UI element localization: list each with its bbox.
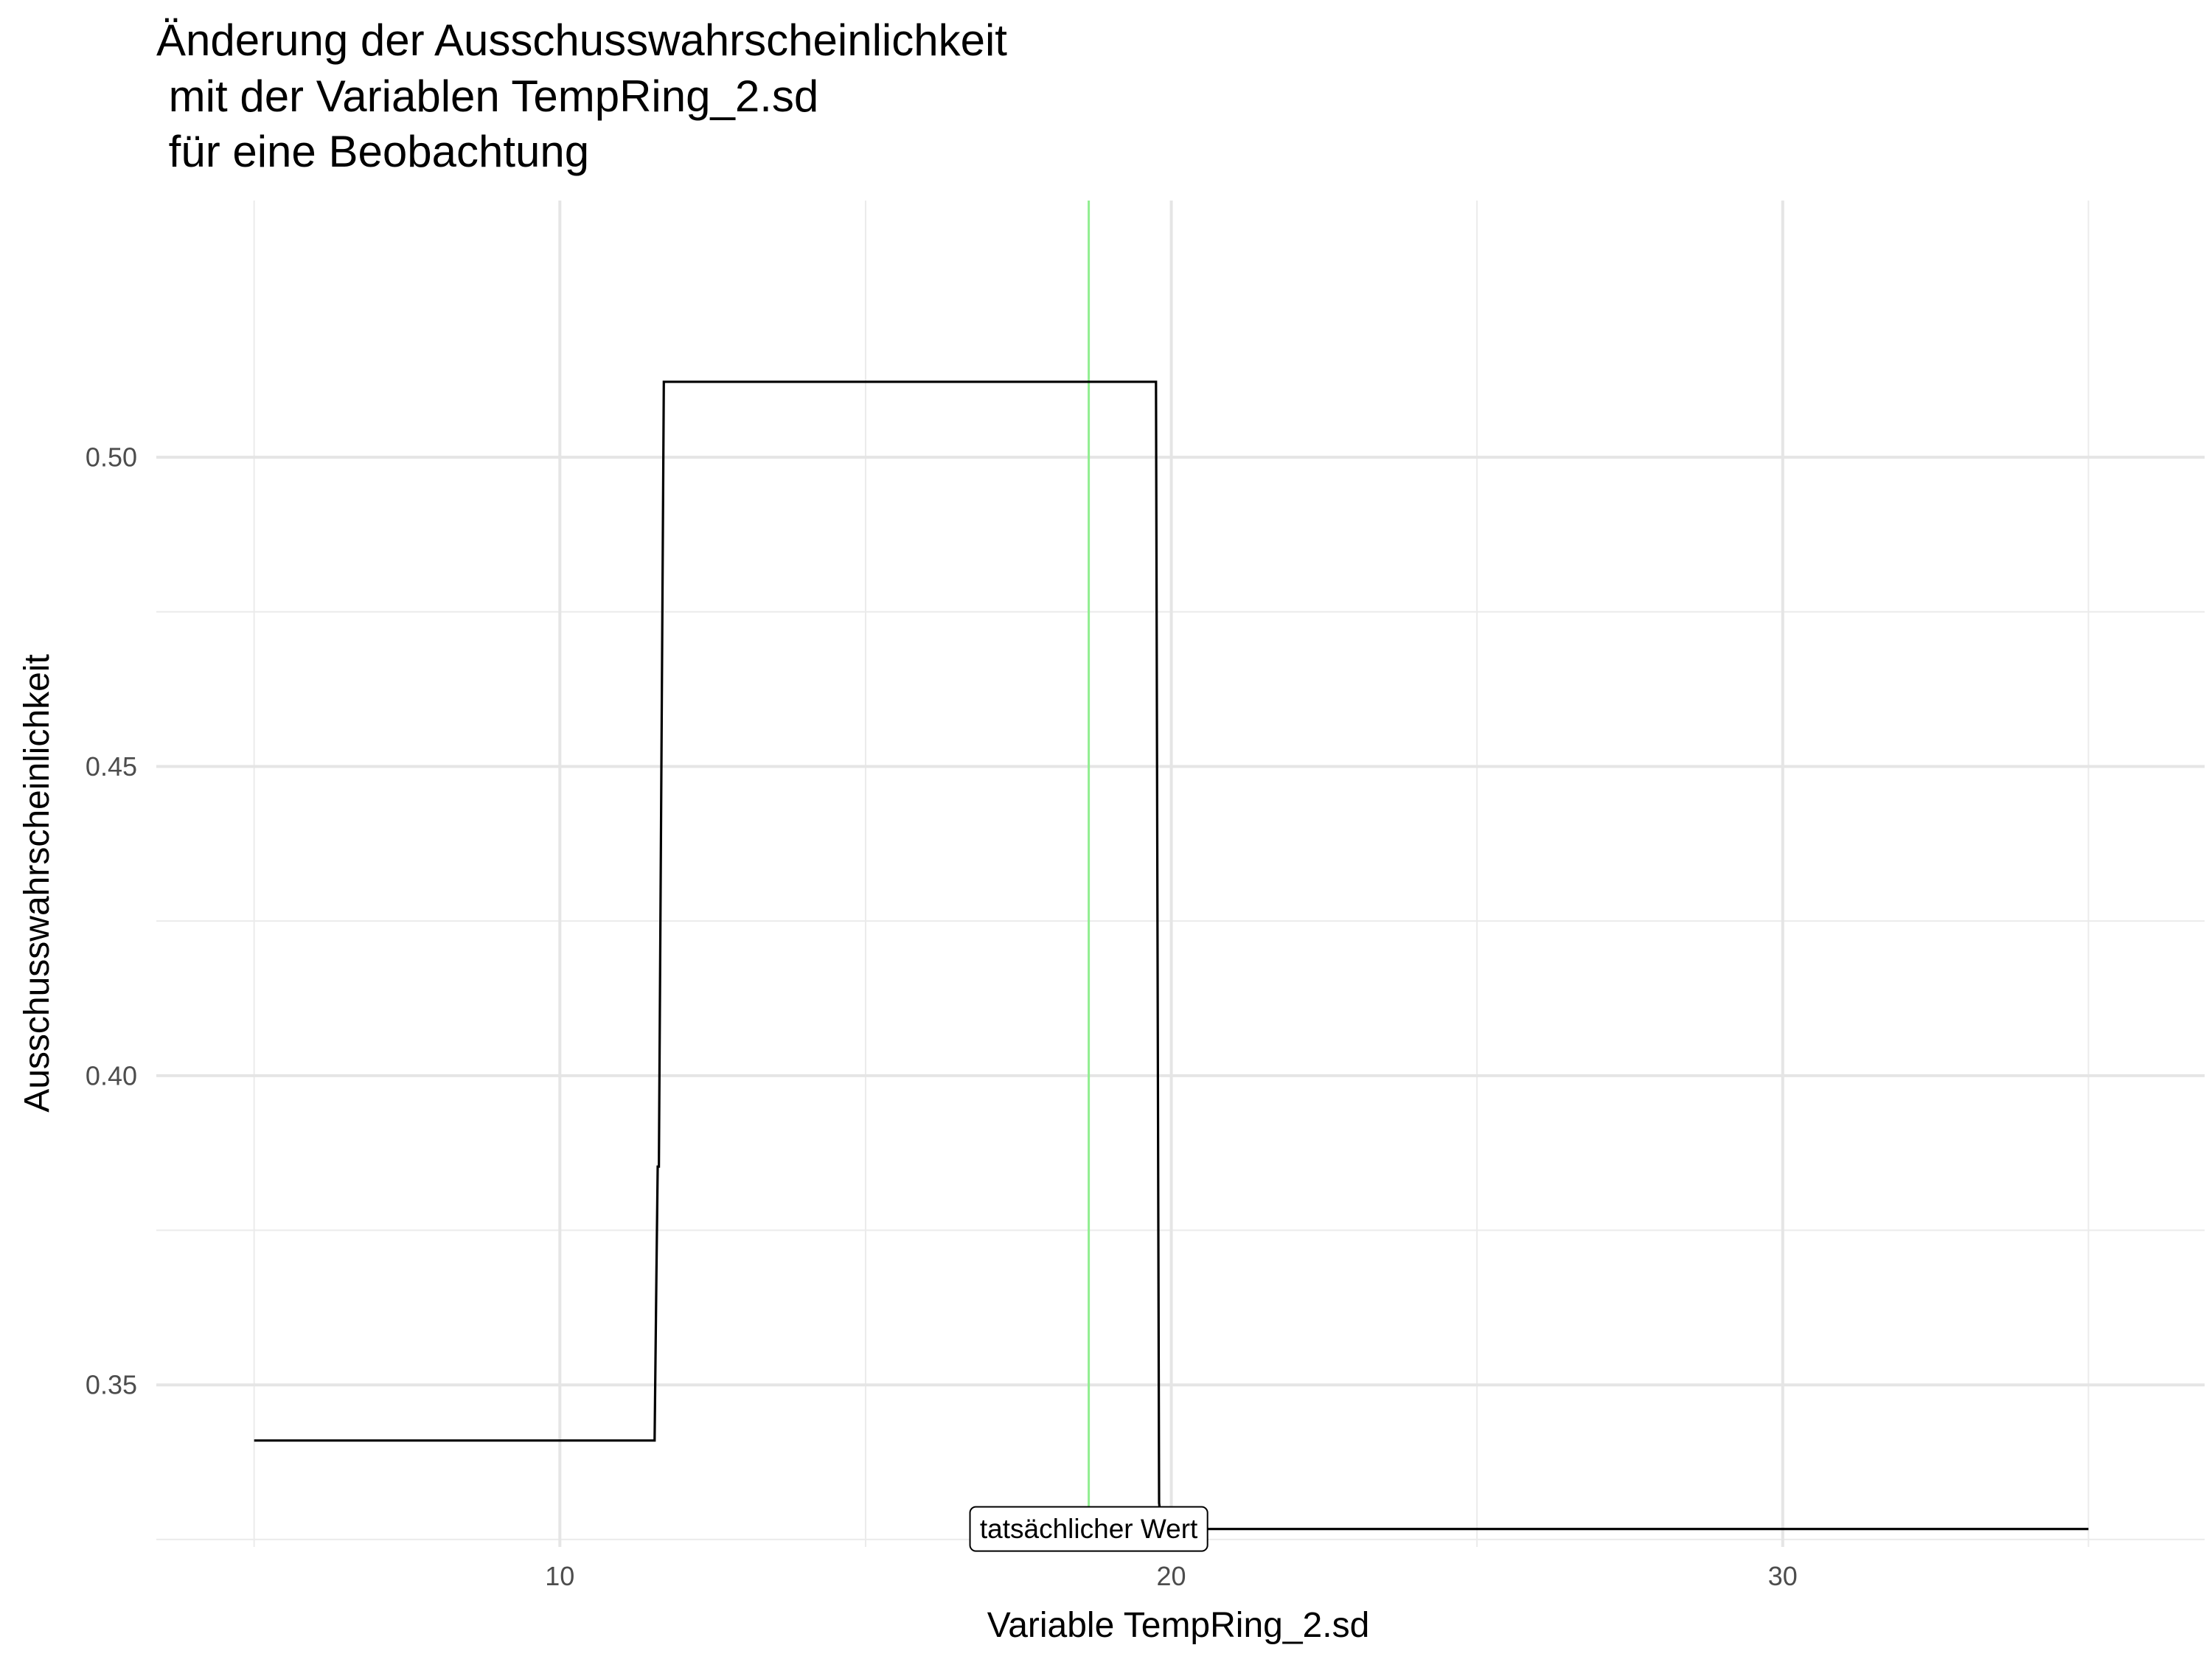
annotation: tatsächlicher Wert [969,1506,1208,1552]
title-line-3: für eine Beobachtung [156,127,589,176]
y-tick-label: 0.50 [86,442,137,473]
y-tick-label: 0.45 [86,751,137,782]
annotation-box [969,1506,1208,1552]
title-line-1: Änderung der Ausschusswahrscheinlichkeit [156,15,1007,65]
x-tick-label: 20 [1157,1561,1186,1591]
x-axis-title: Variable TempRing_2.sd [987,1606,1370,1645]
y-tick-label: 0.35 [86,1370,137,1400]
y-axis-ticks: 0.35 0.40 0.45 0.50 [86,442,137,1400]
chart-title: Änderung der Ausschusswahrscheinlichkeit… [156,15,1007,176]
y-tick-label: 0.40 [86,1060,137,1091]
y-axis-title: Ausschusswahrscheinlichkeit [18,654,57,1113]
minor-gridlines [156,201,2205,1547]
x-axis-ticks: 10 20 30 [545,1561,1798,1591]
x-tick-label: 30 [1768,1561,1798,1591]
major-gridlines [156,201,2205,1547]
title-line-2: mit der Variablen TempRing_2.sd [156,72,818,121]
x-tick-label: 10 [545,1561,574,1591]
annotation-label: tatsächlicher Wert [980,1514,1198,1544]
